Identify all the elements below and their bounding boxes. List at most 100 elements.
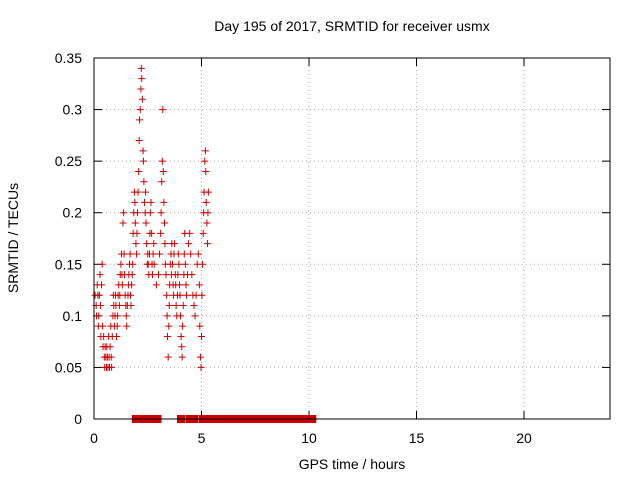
data-point	[155, 271, 162, 279]
data-point	[158, 178, 166, 186]
data-point	[142, 188, 150, 196]
data-point	[132, 240, 140, 248]
data-point	[194, 250, 202, 258]
data-point	[159, 167, 167, 175]
data-point	[120, 209, 128, 217]
data-point	[117, 260, 125, 268]
data-point	[123, 322, 131, 330]
data-point	[118, 281, 126, 289]
data-point	[137, 85, 145, 93]
data-point	[181, 260, 189, 268]
data-point	[179, 322, 187, 330]
data-point	[178, 343, 186, 351]
data-point	[161, 219, 169, 227]
data-point	[137, 64, 145, 72]
data-point	[186, 229, 194, 237]
y-tick-label: 0.2	[63, 205, 83, 221]
data-point	[148, 229, 156, 237]
data-point	[174, 250, 182, 258]
data-point	[146, 209, 154, 217]
data-point	[95, 312, 103, 320]
data-point	[202, 167, 210, 175]
data-point	[174, 271, 182, 279]
y-tick-label: 0.25	[55, 153, 82, 169]
data-points	[91, 64, 212, 371]
data-point	[96, 271, 104, 279]
x-tick-label: 15	[409, 430, 425, 446]
data-point	[199, 229, 207, 237]
data-point	[197, 363, 205, 371]
data-point	[142, 219, 150, 227]
data-point	[176, 312, 184, 320]
data-point	[168, 260, 176, 268]
x-tick-label: 0	[90, 430, 98, 446]
data-point	[171, 240, 179, 248]
data-point	[133, 229, 141, 237]
data-point	[196, 353, 204, 361]
data-point	[99, 322, 107, 330]
data-point	[187, 250, 195, 258]
data-point	[203, 219, 211, 227]
data-point	[182, 291, 190, 299]
data-point	[119, 219, 127, 227]
data-point	[108, 363, 116, 371]
axis-ticks: 0 0.05 0.1 0.15 0.2 0.25 0.3 0.35 0 5 10 15 20	[55, 50, 610, 446]
data-point	[163, 312, 171, 320]
data-point	[107, 353, 115, 361]
data-point	[136, 116, 144, 124]
data-point	[131, 219, 139, 227]
data-point	[98, 281, 106, 289]
data-point	[198, 291, 206, 299]
data-point	[199, 260, 207, 268]
x-tick-label: 20	[516, 430, 532, 446]
plot-frame	[93, 57, 611, 420]
data-point	[113, 332, 121, 340]
data-point	[134, 188, 142, 196]
y-tick-label: 0	[74, 411, 82, 427]
data-point	[141, 198, 149, 206]
data-point	[158, 157, 166, 165]
data-point	[152, 281, 160, 289]
data-point	[136, 106, 144, 114]
data-point	[148, 271, 156, 279]
data-point	[204, 240, 212, 248]
data-point	[133, 250, 141, 258]
data-point	[165, 322, 173, 330]
data-point	[165, 302, 173, 310]
data-point	[156, 250, 164, 258]
data-point	[190, 302, 198, 310]
data-point	[135, 137, 143, 145]
data-point	[179, 302, 187, 310]
data-point	[127, 291, 135, 299]
data-point	[176, 291, 184, 299]
data-point	[133, 209, 141, 217]
data-point	[196, 322, 204, 330]
data-point	[178, 353, 186, 361]
x-axis-label: GPS time / hours	[299, 456, 406, 472]
y-tick-label: 0.1	[63, 308, 83, 324]
data-point	[139, 147, 147, 155]
data-point	[175, 260, 183, 268]
chart-title: Day 195 of 2017, SRMTID for receiver usm…	[214, 18, 489, 34]
data-point	[135, 167, 143, 175]
data-point	[163, 291, 171, 299]
data-point	[138, 95, 146, 103]
data-point	[114, 312, 122, 320]
data-point	[128, 281, 136, 289]
data-point	[161, 240, 169, 248]
data-point	[164, 353, 172, 361]
data-point	[113, 322, 121, 330]
data-point	[202, 198, 210, 206]
data-point	[195, 281, 203, 289]
data-point	[157, 209, 165, 217]
data-point	[150, 240, 158, 248]
data-point	[126, 250, 134, 258]
data-point	[143, 240, 151, 248]
data-point	[204, 209, 212, 217]
data-point	[201, 147, 209, 155]
data-point	[138, 75, 146, 83]
data-point	[159, 106, 167, 114]
data-point	[201, 157, 209, 165]
